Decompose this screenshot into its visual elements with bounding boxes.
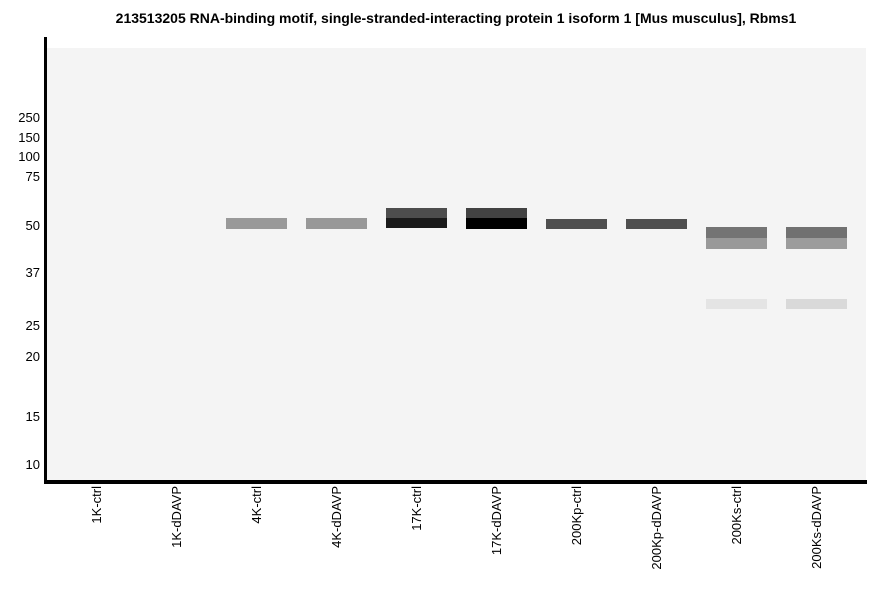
band-4K-dDAVP-51kda: [306, 218, 367, 229]
lane-label-1K-dDAVP: 1K-dDAVP: [169, 486, 184, 548]
mw-marker-150: 150: [18, 130, 40, 145]
band-17K-ctrl-51kda: [386, 218, 447, 228]
lane-label-200Ks-ctrl: 200Ks-ctrl: [729, 486, 744, 545]
lane-label-200Ks-dDAVP: 200Ks-dDAVP: [809, 486, 824, 569]
band-200Ks-dDAVP-30kda: [786, 299, 847, 309]
band-200Ks-ctrl-45kda: [706, 238, 767, 249]
band-17K-dDAVP-53kda: [466, 208, 527, 218]
band-200Ks-ctrl-30kda: [706, 299, 767, 309]
lane-label-4K-ctrl: 4K-ctrl: [249, 486, 264, 524]
band-17K-ctrl-53kda: [386, 208, 447, 218]
mw-marker-250: 250: [18, 110, 40, 125]
mw-marker-100: 100: [18, 149, 40, 164]
lane-label-17K-ctrl: 17K-ctrl: [409, 486, 424, 531]
figure-title: 213513205 RNA-binding motif, single-stra…: [115, 10, 797, 26]
mw-marker-75: 75: [25, 169, 40, 184]
y-axis-line: [44, 37, 47, 484]
mw-marker-15: 15: [25, 409, 40, 424]
band-200Ks-ctrl-47kda: [706, 227, 767, 238]
lane-label-4K-dDAVP: 4K-dDAVP: [329, 486, 344, 548]
mw-marker-50: 50: [25, 218, 40, 233]
band-200Ks-dDAVP-45kda: [786, 238, 847, 249]
band-200Ks-dDAVP-47kda: [786, 227, 847, 238]
gel-area: [46, 48, 866, 480]
mw-marker-25: 25: [25, 318, 40, 333]
mw-marker-20: 20: [25, 349, 40, 364]
band-4K-ctrl-51kda: [226, 218, 287, 229]
band-200Kp-ctrl-51kda: [546, 219, 607, 229]
mw-marker-10: 10: [25, 457, 40, 472]
lane-label-17K-dDAVP: 17K-dDAVP: [489, 486, 504, 556]
lane-label-200Kp-dDAVP: 200Kp-dDAVP: [649, 486, 664, 570]
mw-marker-37: 37: [25, 265, 40, 280]
lane-label-200Kp-ctrl: 200Kp-ctrl: [569, 486, 584, 546]
band-200Kp-dDAVP-51kda: [626, 219, 687, 229]
x-axis-line: [44, 480, 867, 484]
band-17K-dDAVP-51kda: [466, 218, 527, 229]
lane-label-1K-ctrl: 1K-ctrl: [89, 486, 104, 524]
